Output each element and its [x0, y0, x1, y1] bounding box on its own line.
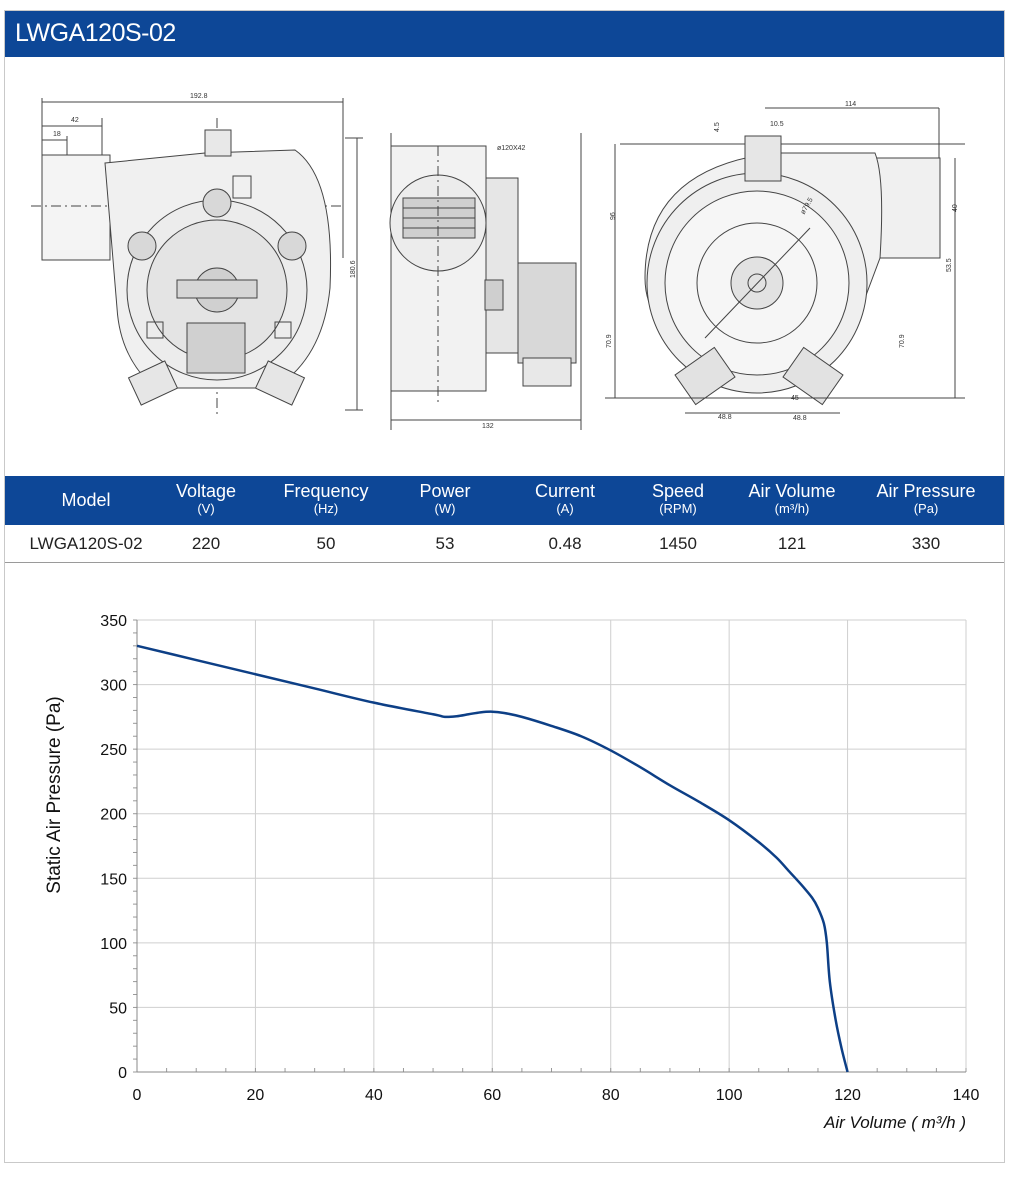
dim-label: 192.8	[190, 93, 208, 100]
dim-label: 10.5	[770, 121, 784, 128]
y-tick-label: 350	[100, 613, 127, 630]
x-tick-label: 20	[247, 1087, 265, 1104]
cell-model: LWGA120S-02	[29, 534, 143, 553]
y-tick-label: 200	[100, 807, 127, 824]
dim-label: 48.8	[718, 414, 732, 421]
y-axis-label: Static Air Pressure (Pa)	[44, 696, 65, 893]
column-header-air-pressure: Air Pressure (Pa)	[876, 481, 976, 516]
dim-label: 114	[845, 101, 856, 108]
page-frame	[4, 10, 1005, 1163]
x-tick-label: 100	[716, 1087, 743, 1104]
x-tick-label: 80	[602, 1087, 620, 1104]
x-tick-label: 40	[365, 1087, 383, 1104]
y-tick-label: 250	[100, 742, 127, 759]
x-tick-label: 0	[133, 1087, 142, 1104]
x-tick-label: 120	[834, 1087, 861, 1104]
column-header-speed: Speed (RPM)	[651, 481, 705, 516]
dim-label: ø120X42	[497, 145, 526, 152]
dim-label: 53.5	[946, 258, 953, 272]
y-tick-label: 0	[118, 1065, 127, 1082]
technical-drawings: 192.8 42 18 180.6 ø120X42 132 114 4.5 10…	[31, 93, 965, 430]
y-tick-label: 300	[100, 678, 127, 695]
chart-grid	[136, 619, 967, 1073]
chart-series	[136, 644, 849, 1073]
cell-frequency: 50	[316, 534, 336, 553]
dim-label: 132	[482, 423, 494, 430]
column-header-current: Current (A)	[534, 481, 596, 516]
dim-label: 40	[952, 204, 959, 212]
side-view-drawing	[389, 133, 582, 430]
column-header-voltage: Voltage (V)	[175, 481, 237, 516]
dim-label: 4.5	[714, 122, 721, 132]
title-bar: LWGA120S-02	[5, 11, 1004, 57]
column-header-power: Power (W)	[419, 481, 471, 516]
pressure-volume-chart: 0 20 40 60 80 100 120 140050100150200250300350 …	[44, 613, 979, 1132]
dim-label: 18	[53, 131, 61, 138]
cell-current: 0.48	[548, 534, 582, 553]
cell-air-volume: 121	[777, 534, 807, 553]
chart-minor-ticks	[133, 619, 967, 1073]
back-view-drawing	[605, 107, 965, 414]
series-line	[136, 644, 849, 1073]
y-tick-label: 50	[109, 1000, 127, 1017]
column-header-model: Model	[61, 490, 111, 510]
model-title: LWGA120S-02	[15, 19, 176, 47]
front-view-drawing	[31, 98, 363, 418]
dim-label: 45	[791, 395, 799, 402]
y-tick-label: 100	[100, 936, 127, 953]
cell-air-pressure: 330	[911, 534, 941, 553]
dim-label: 48.8	[793, 415, 807, 422]
column-header-frequency: Frequency (Hz)	[283, 481, 369, 516]
cell-voltage: 220	[191, 534, 221, 553]
dim-label: 70.9	[606, 334, 613, 348]
spec-table-header: Model Voltage (V) Frequency (Hz) Power (W) …	[5, 476, 1004, 525]
y-tick-label: 150	[100, 871, 127, 888]
cell-speed: 1450	[659, 534, 697, 553]
x-tick-label: 140	[953, 1087, 980, 1104]
chart-axes	[136, 620, 966, 1073]
dim-label: 96	[610, 212, 617, 220]
x-tick-label: 60	[483, 1087, 501, 1104]
column-header-air-volume: Air Volume (m³/h)	[748, 481, 836, 516]
cell-power: 53	[435, 534, 455, 553]
table-row: LWGA120S-02 220 50 53 0.48 1450 121 330	[5, 525, 1004, 563]
x-axis-label: Air Volume ( m³/h )	[823, 1113, 966, 1132]
dim-label: 42	[71, 117, 79, 124]
dim-label: 70.9	[899, 334, 906, 348]
chart-tick-labels: 0 20 40 60 80 100 120 140 0 50 100 150 200 250 300 350	[100, 613, 979, 1104]
dim-label: 180.6	[350, 260, 357, 278]
